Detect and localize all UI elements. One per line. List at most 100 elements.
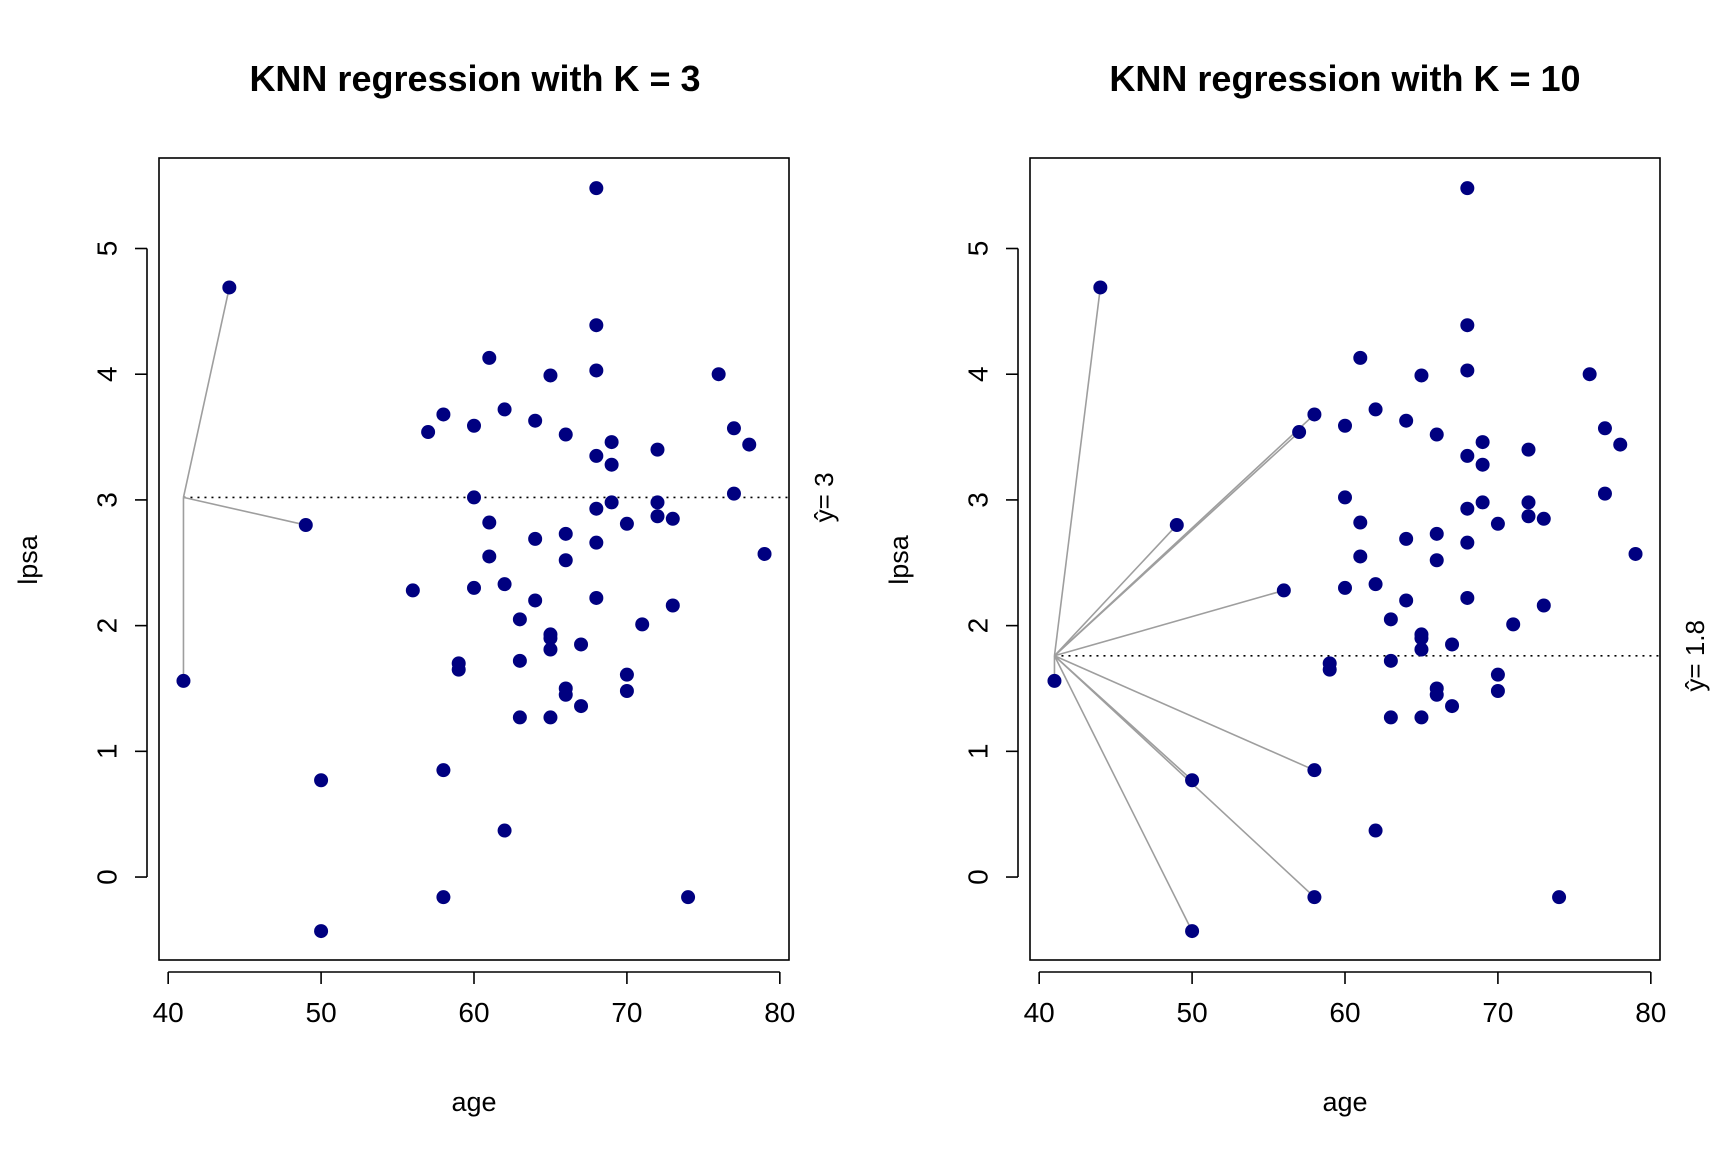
data-point: [1353, 350, 1368, 365]
y-hat-symbol: ŷ: [809, 509, 839, 522]
x-tick-label: 80: [764, 997, 795, 1028]
x-tick-label: 60: [458, 997, 489, 1028]
y-axis-label: lpsa: [13, 534, 43, 585]
y-tick-label: 2: [92, 618, 123, 634]
data-point: [436, 407, 451, 422]
data-point: [604, 495, 619, 510]
data-point: [1597, 421, 1612, 436]
data-point: [1628, 546, 1643, 561]
data-point: [589, 501, 604, 516]
data-point: [1521, 495, 1536, 510]
plot-frame: [158, 157, 790, 961]
data-point: [1169, 518, 1184, 533]
x-tick-label: 50: [1177, 997, 1208, 1028]
x-tick-label: 70: [1482, 997, 1513, 1028]
data-point: [1353, 515, 1368, 530]
panel-k3: KNN regression with K = 3 age lpsa 40 50 6…: [13, 58, 839, 1117]
data-point: [1536, 598, 1551, 613]
data-point: [1536, 511, 1551, 526]
data-point: [1383, 653, 1398, 668]
data-point: [604, 435, 619, 450]
y-tick-label: 0: [92, 869, 123, 885]
data-point: [1429, 427, 1444, 442]
x-tick-label: 40: [1024, 997, 1055, 1028]
data-point: [543, 368, 558, 383]
neighbor-line: [1054, 589, 1285, 657]
y-tick-label: 3: [963, 492, 994, 508]
data-point: [222, 280, 237, 295]
y-tick-label: 5: [92, 241, 123, 257]
data-point: [619, 667, 634, 682]
data-point: [1414, 642, 1429, 657]
data-point: [543, 710, 558, 725]
data-point: [742, 437, 757, 452]
data-point: [436, 763, 451, 778]
panel-k10: KNN regression with K = 10 age lpsa 40 50…: [884, 58, 1710, 1117]
data-point: [650, 495, 665, 510]
data-point: [726, 421, 741, 436]
data-point: [1276, 583, 1291, 598]
chart-title: KNN regression with K = 3: [249, 58, 700, 99]
data-point: [543, 642, 558, 657]
data-point: [681, 890, 696, 905]
data-point: [1429, 553, 1444, 568]
y-tick-label: 1: [963, 744, 994, 760]
data-point: [1460, 535, 1475, 550]
data-point: [1368, 823, 1383, 838]
data-point: [1047, 673, 1062, 688]
data-point: [436, 890, 451, 905]
data-point: [1368, 577, 1383, 592]
data-point: [1613, 437, 1628, 452]
data-point: [467, 418, 481, 433]
data-point: [512, 710, 527, 725]
data-point: [1185, 924, 1200, 939]
data-point: [512, 612, 527, 627]
data-point: [1445, 637, 1460, 652]
data-point: [482, 549, 497, 564]
data-point: [497, 577, 512, 592]
data-point: [1307, 763, 1322, 778]
data-point: [512, 653, 527, 668]
neighbor-line: [182, 287, 231, 498]
data-point: [1338, 490, 1352, 505]
data-point: [1521, 442, 1536, 457]
data-point: [1338, 418, 1352, 433]
data-point: [528, 593, 543, 608]
data-point: [482, 515, 497, 530]
data-point: [1353, 549, 1368, 564]
neighbor-line: [1053, 655, 1315, 898]
data-point: [467, 580, 481, 595]
data-point: [1460, 181, 1475, 196]
prediction-label: ŷ= 3: [809, 472, 839, 522]
data-point: [1490, 683, 1505, 698]
neighbor-line: [1053, 413, 1315, 657]
data-point: [1490, 516, 1505, 531]
neighbor-line: [1053, 287, 1102, 656]
data-point: [1414, 631, 1429, 646]
data-point: [757, 546, 772, 561]
data-point: [574, 699, 589, 714]
data-point: [1368, 402, 1383, 417]
prediction-value: = 3: [809, 472, 839, 509]
x-axis-label: age: [451, 1087, 496, 1117]
data-point: [726, 486, 741, 501]
data-point: [619, 516, 634, 531]
data-point: [1475, 457, 1490, 472]
data-point: [1338, 580, 1352, 595]
data-point: [543, 631, 558, 646]
y-tick-label: 2: [963, 618, 994, 634]
y-tick-label: 4: [963, 366, 994, 382]
prediction-value: = 1.8: [1680, 620, 1710, 679]
data-point: [314, 924, 329, 939]
data-point: [1399, 593, 1414, 608]
data-point: [558, 687, 573, 702]
data-point: [665, 598, 680, 613]
data-point: [1490, 667, 1505, 682]
prediction-label: ŷ= 1.8: [1680, 620, 1710, 692]
data-point: [558, 427, 573, 442]
plot-frame: [1029, 157, 1661, 961]
data-point: [528, 413, 543, 428]
data-point: [1307, 890, 1322, 905]
data-point: [497, 402, 512, 417]
neighbor-line: [1054, 655, 1315, 771]
